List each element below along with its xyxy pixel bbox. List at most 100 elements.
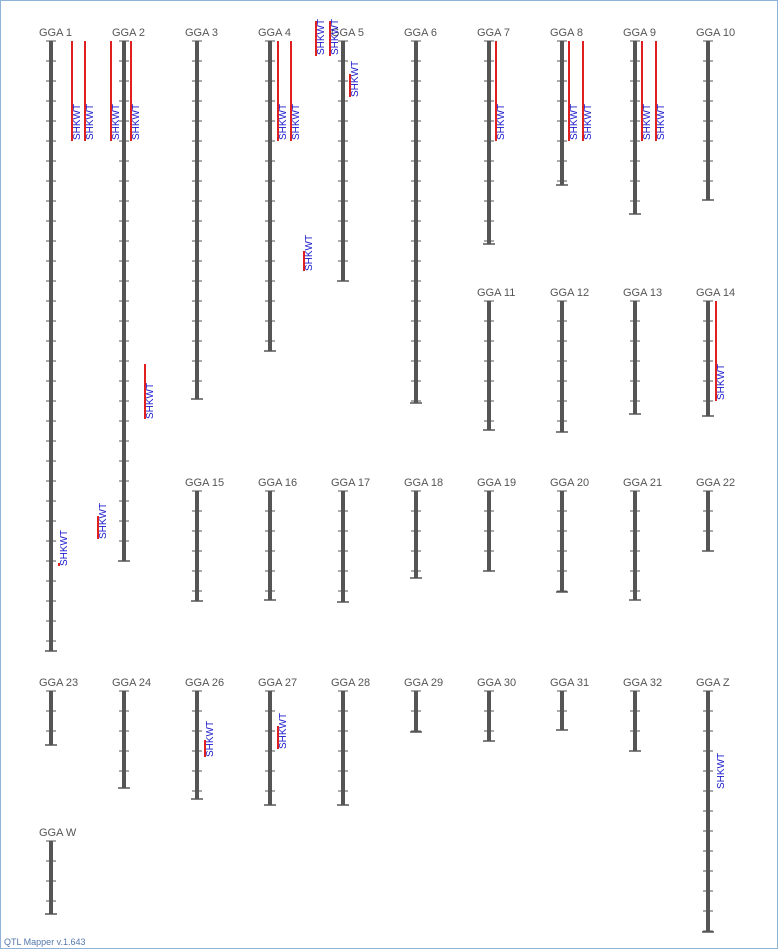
chromosome-label: GGA 5 [331,27,364,39]
qtl-label: SHKWT [583,104,594,140]
qtl-label: SHKWT [291,104,302,140]
qtl-region: SHKWT [277,713,289,749]
chromosome-label: GGA 7 [477,27,510,39]
qtl-label: SHKWT [111,104,122,140]
chromosome: GGA 5 [331,27,364,282]
version-footer: QTL Mapper v.1.643 [4,937,86,947]
qtl-bar [110,41,112,141]
chromosome: GGA 4 [258,27,291,352]
chromosome: GGA 21 [623,477,662,601]
qtl-label: SHKWT [496,104,507,140]
chromosome: GGA 10 [696,27,735,201]
chromosome-label: GGA 21 [623,477,662,489]
chromosome-label: GGA 30 [477,677,516,689]
chromosome: GGA 8 [550,27,583,186]
chromosome: GGA 7 [477,27,510,245]
chromosome-bar [560,301,564,432]
qtl-bar [715,301,717,401]
qtl-region: SHKWT [715,301,727,401]
chromosome-bar [341,491,345,602]
chromosome-bar [706,491,710,551]
chromosome: GGA 20 [550,477,589,593]
chromosome-label: GGA 17 [331,477,370,489]
chromosome: GGA 30 [477,677,516,742]
chromosome-label: GGA 6 [404,27,437,39]
chromosome-bar [195,491,199,601]
chromosome: GGA 17 [331,477,370,603]
qtl-region: SHKWT [349,61,361,97]
qtl-region: SHKWT [495,41,507,141]
chromosome-label: GGA 14 [696,287,735,299]
chromosome-bar [195,691,199,799]
chromosome-bar [633,41,637,214]
qtl-label: SHKWT [716,753,727,789]
chromosome-bar [487,41,491,244]
chromosome-label: GGA 2 [112,27,145,39]
qtl-bar [97,516,99,539]
qtl-label: SHKWT [131,104,142,140]
qtl-label: SHKWT [304,235,315,271]
qtl-label: SHKWT [278,713,289,749]
chromosome-label: GGA 20 [550,477,589,489]
chromosome-label: GGA 8 [550,27,583,39]
chromosome-label: GGA 27 [258,677,297,689]
chromosome-label: GGA 24 [112,677,151,689]
qtl-label: SHKWT [642,104,653,140]
qtl-bar [582,41,584,141]
qtl-bar [641,41,643,141]
qtl-label: SHKWT [145,383,156,419]
chromosome: GGA 24 [112,677,151,789]
chromosome-label: GGA 13 [623,287,662,299]
qtl-label: SHKWT [85,104,96,140]
chromosome: GGA 9 [623,27,656,215]
qtl-region: SHKWT [84,41,96,141]
qtl-bar [84,41,86,141]
chromosome: GGA 29 [404,677,443,733]
qtl-region: SHKWT [71,41,83,141]
chromosome-label: GGA 31 [550,677,589,689]
qtl-label: SHKWT [72,104,83,140]
chromosome-bar [633,301,637,414]
qtl-label: SHKWT [316,19,327,55]
chromosome: GGA 32 [623,677,662,752]
qtl-bar [290,41,292,141]
chromosome-bar [633,691,637,751]
chromosome-label: GGA 9 [623,27,656,39]
qtl-region: SHKWT [277,41,289,141]
qtl-region: SHKWT [568,41,580,141]
chromosome-label: GGA 1 [39,27,72,39]
qtl-region: SHKWT [290,41,302,141]
chromosome: GGA 2 [112,27,145,562]
qtl-region: SHKWT [97,503,109,539]
qtl-bar [568,41,570,141]
qtl-region: SHKWT [204,721,216,757]
chromosome-label: GGA 28 [331,677,370,689]
chromosome: GGA 12 [550,287,589,433]
chromosome-bar [49,841,53,914]
chromosome: GGA Z [696,677,730,933]
chromosome-label: GGA 12 [550,287,589,299]
chromosome-label: GGA 29 [404,677,443,689]
chromosome-bar [560,491,564,592]
qtl-bar [277,726,279,749]
chromosome-bar [268,41,272,351]
chromosome-label: GGA 32 [623,677,662,689]
qtl-bar [144,364,146,419]
chromosome-bar [341,691,345,805]
chromosome: GGA 1 [39,27,72,652]
chromosome: GGA 28 [331,677,370,806]
chromosome: GGA 22 [696,477,735,552]
chromosome-label: GGA W [39,827,77,839]
chromosome-label: GGA 26 [185,677,224,689]
qtl-bar [71,41,73,141]
chromosome-label: GGA Z [696,677,730,689]
chromosome-label: GGA 22 [696,477,735,489]
chromosome: GGA 11 [477,287,515,431]
qtl-bar [130,41,132,141]
chromosome: GGA 3 [185,27,218,400]
qtl-region: SHKWT [716,753,727,789]
qtl-region: SHKWT [329,19,341,56]
qtl-bar [58,563,60,566]
chromosome: GGA 15 [185,477,224,602]
qtl-region: SHKWT [130,41,142,141]
